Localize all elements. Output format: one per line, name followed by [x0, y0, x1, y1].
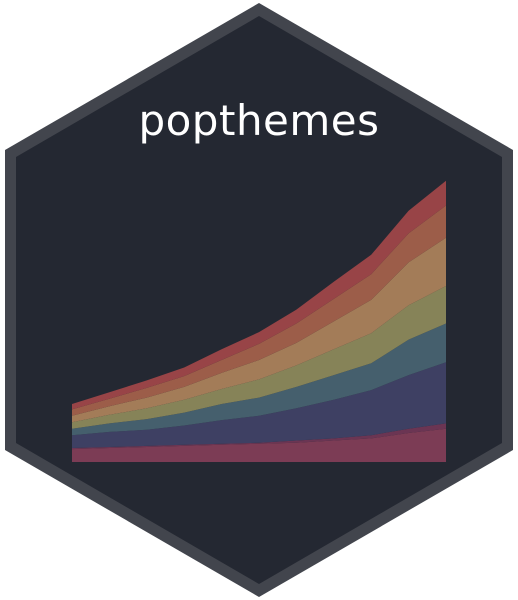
- area-series-6: [72, 237, 446, 423]
- area-series-1: [72, 428, 446, 462]
- stacked-area-chart: [72, 180, 446, 462]
- area-series-3: [72, 362, 446, 448]
- area-series-5: [72, 286, 446, 429]
- area-series-4: [72, 323, 446, 436]
- area-series-2: [72, 423, 446, 450]
- logo-title: popthemes: [138, 96, 380, 145]
